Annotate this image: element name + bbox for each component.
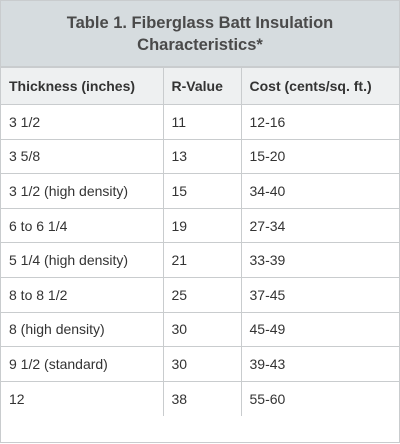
- table-title-bar: Table 1. Fiberglass Batt Insulation Char…: [1, 1, 399, 67]
- table-title-line-1: Table 1. Fiberglass Batt Insulation: [66, 13, 334, 32]
- cell-r-value: 11: [162, 104, 242, 140]
- cell-r-value: 25: [162, 276, 242, 313]
- header-row: Thickness (inches) R-Value Cost (cents/s…: [1, 67, 399, 105]
- cell-r-value: 13: [162, 138, 242, 175]
- table-row: 9 1/2 (standard) 30 39-43: [1, 346, 399, 382]
- table-row: 5 1/4 (high density) 21 33-39: [1, 242, 399, 278]
- cell-r-value: 38: [162, 380, 242, 416]
- table-row: 3 1/2 (high density) 15 34-40: [1, 173, 399, 209]
- cell-thickness: 12: [1, 380, 164, 416]
- cell-cost: 15-20: [240, 138, 399, 175]
- cell-cost: 33-39: [240, 242, 399, 278]
- cell-thickness: 9 1/2 (standard): [1, 346, 164, 382]
- cell-r-value: 15: [162, 173, 242, 209]
- cell-thickness: 5 1/4 (high density): [1, 242, 164, 278]
- table-title: Table 1. Fiberglass Batt Insulation Char…: [50, 12, 350, 56]
- header-cost: Cost (cents/sq. ft.): [240, 67, 399, 105]
- table-row: 3 1/2 11 12-16: [1, 104, 399, 140]
- cell-cost: 34-40: [240, 173, 399, 209]
- cell-cost: 45-49: [240, 311, 399, 348]
- cell-cost: 55-60: [240, 380, 399, 416]
- cell-cost: 39-43: [240, 346, 399, 382]
- data-grid: Thickness (inches) R-Value Cost (cents/s…: [1, 67, 399, 416]
- cell-r-value: 30: [162, 346, 242, 382]
- cell-r-value: 21: [162, 242, 242, 278]
- cell-r-value: 30: [162, 311, 242, 348]
- cell-cost: 37-45: [240, 276, 399, 313]
- cell-r-value: 19: [162, 207, 242, 244]
- cell-cost: 27-34: [240, 207, 399, 244]
- cell-thickness: 8 (high density): [1, 311, 164, 348]
- header-thickness: Thickness (inches): [1, 67, 164, 105]
- table-title-line-2: Characteristics*: [137, 35, 263, 54]
- cell-thickness: 3 1/2: [1, 104, 164, 140]
- cell-thickness: 3 1/2 (high density): [1, 173, 164, 209]
- cell-thickness: 6 to 6 1/4: [1, 207, 164, 244]
- table-row: 3 5/8 13 15-20: [1, 138, 399, 175]
- cell-cost: 12-16: [240, 104, 399, 140]
- table-row: 12 38 55-60: [1, 380, 399, 416]
- table-row: 6 to 6 1/4 19 27-34: [1, 207, 399, 244]
- table-row: 8 to 8 1/2 25 37-45: [1, 276, 399, 313]
- cell-thickness: 3 5/8: [1, 138, 164, 175]
- table-row: 8 (high density) 30 45-49: [1, 311, 399, 348]
- header-r-value: R-Value: [162, 67, 242, 105]
- cell-thickness: 8 to 8 1/2: [1, 276, 164, 313]
